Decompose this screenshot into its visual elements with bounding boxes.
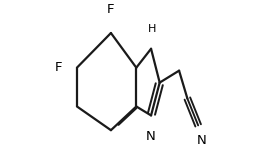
Text: F: F: [55, 61, 62, 74]
Text: H: H: [148, 24, 156, 34]
Text: N: N: [197, 134, 206, 147]
Text: N: N: [145, 130, 155, 143]
Text: F: F: [107, 4, 115, 16]
